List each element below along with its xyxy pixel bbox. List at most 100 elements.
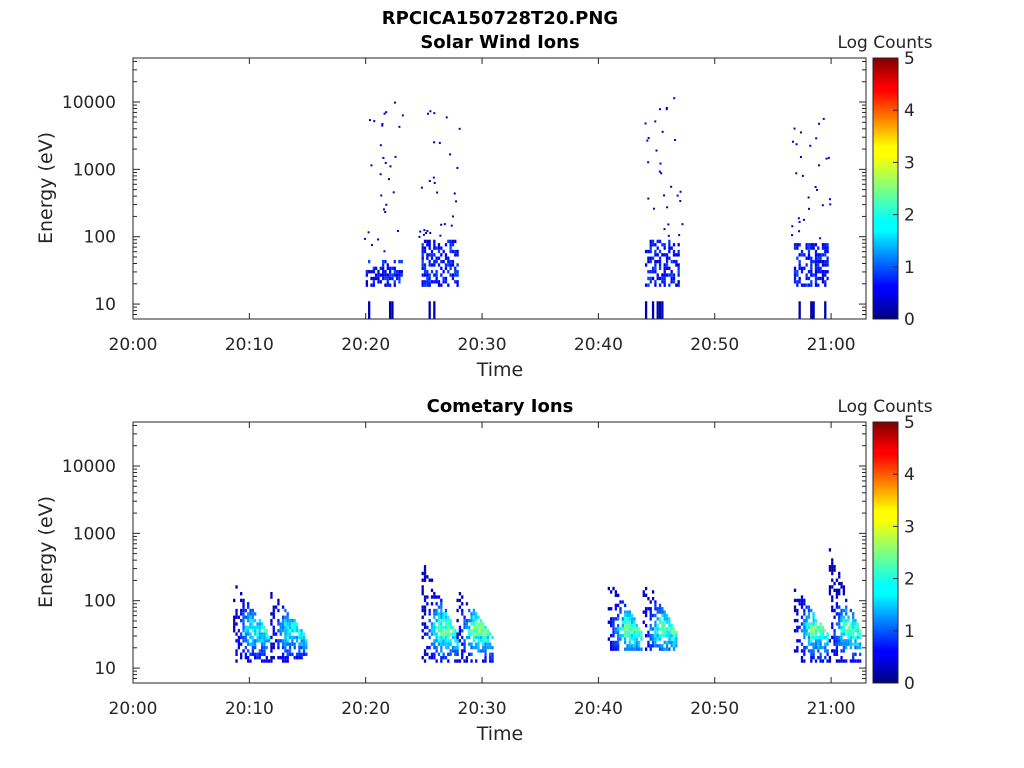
data-cell — [647, 634, 650, 638]
data-cell — [423, 649, 427, 653]
data-cell — [803, 612, 806, 616]
data-cell — [651, 634, 655, 638]
data-cell — [663, 627, 666, 631]
data-cell — [810, 273, 813, 277]
data-cell — [263, 639, 266, 643]
colorbar-tick-label: 5 — [904, 413, 915, 433]
data-cell — [456, 283, 459, 287]
data-cell — [242, 649, 245, 653]
data-cell — [635, 640, 638, 645]
data-cell — [630, 634, 634, 638]
data-cell — [418, 235, 421, 238]
data-cell — [856, 659, 859, 663]
data-cell — [489, 655, 492, 660]
data-cell — [237, 645, 241, 650]
data-cell — [661, 634, 664, 638]
data-cell — [454, 639, 457, 643]
data-cell — [458, 592, 462, 596]
data-cell — [393, 273, 396, 277]
data-cell — [859, 659, 862, 663]
data-cell — [386, 263, 389, 267]
data-cell — [831, 625, 834, 630]
data-cell — [458, 639, 462, 643]
data-cell — [437, 605, 441, 609]
data-cell — [300, 632, 303, 636]
data-cell — [472, 632, 476, 636]
data-cell — [449, 153, 452, 156]
data-cell — [812, 612, 815, 616]
data-cell — [365, 270, 368, 274]
data-cell — [381, 259, 385, 264]
data-cell — [288, 625, 292, 630]
data-cell — [286, 615, 289, 619]
data-cell — [235, 659, 238, 663]
data-cell — [447, 642, 450, 646]
data-cell — [803, 645, 806, 650]
data-cell — [831, 598, 834, 603]
data-cell — [428, 259, 431, 264]
data-cell — [272, 615, 275, 619]
data-cell — [821, 276, 825, 281]
data-cell — [258, 649, 261, 653]
data-cell — [805, 618, 808, 623]
data-cell — [842, 622, 846, 626]
data-cell — [793, 266, 797, 271]
data-cell — [421, 592, 424, 596]
data-cell — [423, 605, 427, 609]
data-cell — [673, 97, 676, 100]
data-cell — [663, 246, 666, 250]
data-cell — [235, 622, 238, 626]
data-cell — [475, 612, 478, 616]
data-cell — [363, 237, 366, 240]
data-cell — [449, 246, 452, 250]
data-cell — [249, 612, 252, 616]
data-cell — [491, 635, 494, 640]
data-cell — [637, 647, 641, 651]
data-cell — [440, 645, 443, 650]
data-cell — [810, 246, 813, 250]
data-cell — [270, 595, 273, 599]
data-cell — [423, 249, 427, 254]
data-cell — [824, 249, 827, 254]
data-cell — [630, 637, 634, 641]
data-cell — [365, 280, 368, 284]
data-cell — [393, 101, 396, 104]
data-cell — [826, 639, 829, 643]
data-cell — [665, 259, 669, 264]
data-cell — [426, 280, 429, 284]
data-cell — [423, 632, 427, 636]
data-cell — [249, 659, 252, 663]
data-cell — [470, 629, 473, 633]
data-cell — [805, 615, 808, 619]
data-cell — [293, 655, 296, 660]
data-cell — [842, 645, 846, 650]
data-cell — [800, 595, 804, 599]
data-cell — [798, 266, 801, 271]
data-cell — [426, 632, 429, 636]
data-cell — [479, 618, 483, 623]
data-cell — [401, 114, 404, 117]
data-cell — [796, 645, 799, 650]
data-cell — [484, 632, 487, 636]
data-cell — [842, 585, 846, 589]
data-cell — [610, 634, 613, 638]
data-cell — [423, 568, 427, 572]
data-cell — [265, 645, 268, 650]
data-cell — [651, 270, 655, 274]
data-cell — [649, 627, 652, 631]
data-cell — [456, 659, 459, 663]
data-cell — [447, 239, 450, 244]
data-cell — [449, 249, 452, 254]
data-cell — [623, 603, 627, 608]
data-cell — [373, 120, 376, 123]
data-cell — [440, 649, 443, 653]
data-cell — [654, 607, 657, 611]
data-cell — [423, 273, 427, 277]
data-cell — [435, 270, 438, 274]
data-cell — [637, 627, 641, 631]
data-cell — [435, 645, 438, 650]
data-cell — [247, 642, 250, 646]
data-cell — [647, 197, 650, 200]
data-cell — [807, 625, 811, 630]
data-cell — [237, 615, 241, 619]
